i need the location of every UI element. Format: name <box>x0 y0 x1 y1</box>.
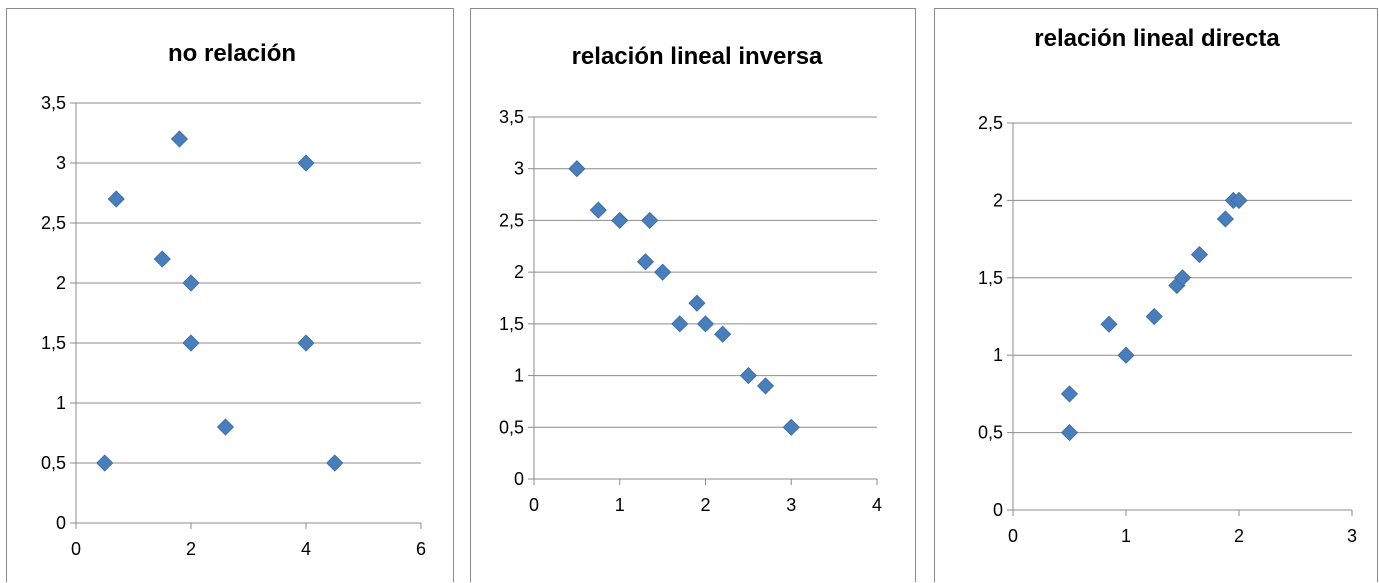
data-point <box>1216 210 1235 228</box>
x-tick-label: 0 <box>71 539 81 559</box>
data-point <box>568 160 586 178</box>
data-point <box>714 325 732 343</box>
scatter-chart-no-relacion: no relación 0 0,5 1 1,5 2 2,5 3 3,5 0 2 4 6 <box>41 40 426 559</box>
x-tick-label: 1 <box>615 495 625 515</box>
data-point <box>1060 385 1079 403</box>
y-tick-label: 2,5 <box>978 113 1003 133</box>
x-tick-label: 2 <box>186 539 196 559</box>
chart-panel-relacion-lineal-inversa: relación lineal inversa 0 0,5 1 1,5 2 2,5 3 3,5… <box>470 8 916 582</box>
y-tick-label: 0,5 <box>978 423 1003 443</box>
data-point <box>107 190 125 208</box>
chart-title: no relación <box>168 40 296 67</box>
data-point <box>96 454 114 472</box>
x-tick-label: 2 <box>700 495 710 515</box>
y-tick-label: 1,5 <box>41 333 66 353</box>
data-point <box>1100 315 1118 333</box>
data-point <box>1117 346 1135 364</box>
x-tick-label: 4 <box>872 495 882 515</box>
x-tick-label: 2 <box>1234 526 1244 546</box>
x-tick-label: 6 <box>416 539 426 559</box>
data-point <box>688 294 706 312</box>
data-point <box>170 130 189 148</box>
data-point <box>696 315 715 333</box>
x-tick-label: 0 <box>529 495 539 515</box>
data-point <box>153 250 171 268</box>
y-tick-label: 0,5 <box>499 417 524 437</box>
data-point <box>671 315 689 333</box>
y-tick-label: 1,5 <box>978 268 1003 288</box>
y-tick-label: 2 <box>514 262 524 282</box>
chart-panel-no-relacion: no relación 0 0,5 1 1,5 2 2,5 3 3,5 0 2 4 6 <box>6 8 454 582</box>
y-tick-label: 3,5 <box>499 107 524 127</box>
data-point <box>739 367 757 385</box>
data-point <box>297 334 315 352</box>
data-point <box>1145 307 1163 326</box>
y-tick-label: 2 <box>56 273 66 293</box>
data-point <box>326 454 344 472</box>
scatter-chart-relacion-lineal-directa: relación lineal directa 0 0,5 1 1,5 2 2,5 0 1 2 3 <box>978 25 1357 546</box>
x-tick-label: 3 <box>1347 526 1357 546</box>
data-point <box>182 274 200 292</box>
x-tick-label: 1 <box>1121 526 1131 546</box>
y-tick-label: 2,5 <box>499 210 524 230</box>
x-tick-label: 4 <box>301 539 311 559</box>
data-point <box>782 418 800 436</box>
y-tick-label: 2,5 <box>41 213 66 233</box>
data-point <box>636 253 655 271</box>
data-point <box>1173 269 1192 287</box>
y-tick-label: 3 <box>514 159 524 179</box>
data-point <box>1060 424 1079 442</box>
data-point <box>654 263 672 281</box>
x-tick-label: 3 <box>786 495 796 515</box>
x-tick-label: 0 <box>1008 526 1018 546</box>
data-point <box>641 211 659 229</box>
y-tick-label: 3,5 <box>41 93 66 113</box>
data-point <box>297 154 315 172</box>
data-point <box>611 211 629 229</box>
y-tick-label: 3 <box>56 153 66 173</box>
y-tick-label: 0,5 <box>41 453 66 473</box>
scatter-chart-relacion-lineal-inversa: relación lineal inversa 0 0,5 1 1,5 2 2,5 3 3,5… <box>499 43 882 515</box>
y-tick-label: 1 <box>56 393 66 413</box>
chart-panel-relacion-lineal-directa: relación lineal directa 0 0,5 1 1,5 2 2,5 0 1 2 3 <box>934 8 1378 582</box>
y-tick-label: 0 <box>993 500 1003 520</box>
data-point <box>1230 191 1248 209</box>
chart-title: relación lineal directa <box>1034 25 1280 52</box>
data-point <box>756 377 775 395</box>
data-point <box>182 334 200 352</box>
y-tick-label: 2 <box>993 190 1003 210</box>
y-tick-label: 1 <box>993 345 1003 365</box>
data-point <box>589 201 607 219</box>
y-tick-label: 0 <box>514 469 524 489</box>
y-tick-label: 1,5 <box>499 314 524 334</box>
chart-title: relación lineal inversa <box>572 43 823 70</box>
y-tick-label: 0 <box>56 513 66 533</box>
y-tick-label: 1 <box>514 366 524 386</box>
data-point <box>1190 246 1209 264</box>
data-point <box>216 418 235 436</box>
